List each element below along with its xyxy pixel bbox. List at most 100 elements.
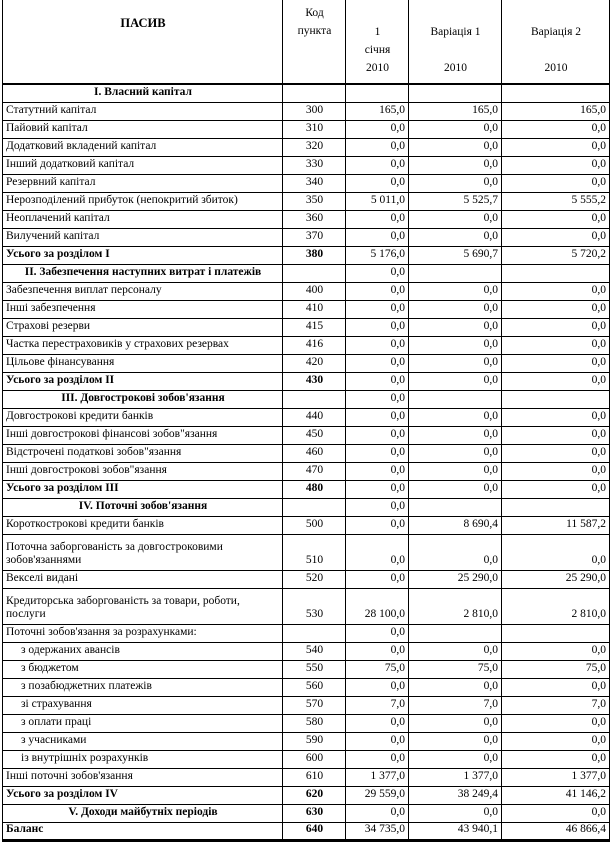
row-value-variation1: 0,0	[408, 371, 502, 391]
row-label: Інший додатковий капітал	[2, 155, 283, 175]
row-value-variation2: 41 146,2	[501, 785, 610, 805]
row-value-variation1: 8 690,4	[408, 515, 502, 535]
row-value-variation2: 5 555,2	[501, 191, 610, 211]
row-label: V. Доходи майбутніх періодів	[2, 803, 283, 823]
row-value-variation1: 5 525,7	[408, 191, 502, 211]
table-row: Кредиторська заборгованість за товари, р…	[2, 587, 610, 625]
row-code: 320	[282, 137, 346, 157]
row-value-variation2: 0,0	[501, 155, 610, 175]
row-value-jan-2010: 0,0	[345, 353, 409, 373]
row-code: 360	[282, 209, 346, 229]
row-label: Відстрочені податкові зобов"язання	[2, 443, 283, 463]
row-label: з позабюджетних платежів	[2, 677, 283, 697]
row-value-variation1: 0,0	[408, 137, 502, 157]
row-value-variation2: 0,0	[501, 173, 610, 193]
row-value-variation1	[408, 263, 502, 283]
table-row: Додатковий вкладений капітал 320 0,0 0,0 0,0	[2, 137, 610, 157]
table-row: з бюджетом 550 75,0 75,0 75,0	[2, 659, 610, 679]
table-row: з оплати праці 580 0,0 0,0 0,0	[2, 713, 610, 733]
row-label: Статутний капітал	[2, 101, 283, 121]
row-label: Інші забезпечення	[2, 299, 283, 319]
row-value-variation1	[408, 623, 502, 643]
row-label: із внутрішніх розрахунків	[2, 749, 283, 769]
row-code: 300	[282, 101, 346, 121]
row-code: 470	[282, 461, 346, 481]
row-code: 420	[282, 353, 346, 373]
table-row: Інші довгострокові зобов"язання 470 0,0 0,0…	[2, 461, 610, 481]
row-value-jan-2010: 5 176,0	[345, 245, 409, 265]
row-code: 350	[282, 191, 346, 211]
row-value-variation2: 7,0	[501, 695, 610, 715]
row-label: Довгострокові кредити банків	[2, 407, 283, 427]
row-value-variation1: 2 810,0	[408, 587, 502, 625]
row-value-jan-2010: 0,0	[345, 281, 409, 301]
row-value-jan-2010: 0,0	[345, 119, 409, 139]
row-code: 600	[282, 749, 346, 769]
row-value-variation1	[408, 497, 502, 517]
row-value-jan-2010: 0,0	[345, 299, 409, 319]
table-row: із внутрішніх розрахунків 600 0,0 0,0 0,0	[2, 749, 610, 769]
row-value-variation1: 0,0	[408, 749, 502, 769]
row-value-variation1: 0,0	[408, 641, 502, 661]
row-label: Векселі видані	[2, 569, 283, 589]
row-value-variation1: 0,0	[408, 317, 502, 337]
row-label: Поточна заборгованість за довгостроковим…	[2, 533, 283, 571]
row-label: Усього за розділом II	[2, 371, 283, 391]
header-jan-line3: 2010	[366, 62, 389, 74]
row-value-variation2: 0,0	[501, 425, 610, 445]
header-var2-line1: Варіація 2	[530, 26, 582, 38]
row-value-jan-2010: 0,0	[345, 137, 409, 157]
row-value-variation2: 0,0	[501, 209, 610, 229]
row-label: зі страхування	[2, 695, 283, 715]
table-row: Поточні зобов'язання за розрахунками: 0,0	[2, 623, 610, 643]
table-row: Довгострокові кредити банків 440 0,0 0,0 0,0	[2, 407, 610, 427]
row-code: 610	[282, 767, 346, 787]
row-code: 510	[282, 533, 346, 571]
section-header-row: IV. Поточні зобов'язання 0,0	[2, 497, 610, 517]
row-code: 590	[282, 731, 346, 751]
row-code: 415	[282, 317, 346, 337]
row-label: Вилучений капітал	[2, 227, 283, 247]
header-code-line2: пункта	[297, 25, 332, 37]
row-value-variation1: 0,0	[408, 335, 502, 355]
row-code: 310	[282, 119, 346, 139]
row-value-variation1: 0,0	[408, 299, 502, 319]
row-label: з бюджетом	[2, 659, 283, 679]
row-code: 530	[282, 587, 346, 625]
table-title: ПАСИВ	[120, 16, 166, 30]
row-code: 440	[282, 407, 346, 427]
row-label: Додатковий вкладений капітал	[2, 137, 283, 157]
row-value-jan-2010: 0,0	[345, 209, 409, 229]
row-value-jan-2010: 75,0	[345, 659, 409, 679]
section-header-row: II. Забезпечення наступних витрат і плат…	[2, 263, 610, 283]
row-value-variation2: 0,0	[501, 371, 610, 391]
row-value-variation1: 0,0	[408, 155, 502, 175]
table-row: Пайовий капітал 310 0,0 0,0 0,0	[2, 119, 610, 139]
row-value-variation1	[408, 389, 502, 409]
row-value-jan-2010: 28 100,0	[345, 587, 409, 625]
row-label: Інші довгострокові зобов"язання	[2, 461, 283, 481]
row-code: 340	[282, 173, 346, 193]
row-value-jan-2010: 34 735,0	[345, 821, 409, 842]
row-label: Забезпечення виплат персоналу	[2, 281, 283, 301]
row-label: IV. Поточні зобов'язання	[2, 497, 283, 517]
row-value-variation1: 0,0	[408, 713, 502, 733]
row-value-variation2: 2 810,0	[501, 587, 610, 625]
section-header-row: I. Власний капітал	[2, 83, 610, 103]
table-row: з учасниками 590 0,0 0,0 0,0	[2, 731, 610, 751]
row-code: 560	[282, 677, 346, 697]
row-value-jan-2010: 0,0	[345, 641, 409, 661]
header-spacer	[505, 41, 607, 59]
row-value-variation1: 25 290,0	[408, 569, 502, 589]
total-row: Баланс 640 34 735,0 43 940,1 46 866,4	[2, 821, 610, 842]
row-value-jan-2010: 0,0	[345, 731, 409, 751]
row-value-variation1	[408, 83, 502, 103]
row-value-jan-2010: 0,0	[345, 533, 409, 571]
row-code: 416	[282, 335, 346, 355]
row-label: Усього за розділом IV	[2, 785, 283, 805]
row-value-variation1: 0,0	[408, 173, 502, 193]
row-value-variation1: 0,0	[408, 461, 502, 481]
row-label: Короткострокові кредити банків	[2, 515, 283, 535]
header-spacer	[412, 41, 499, 59]
